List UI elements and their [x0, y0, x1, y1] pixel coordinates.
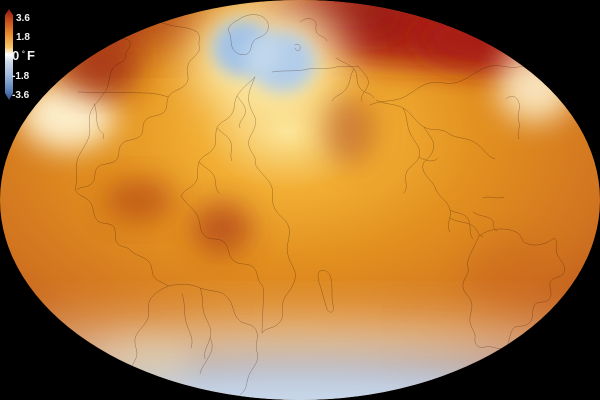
svg-text:3.6: 3.6 [16, 13, 30, 24]
svg-text:°: ° [22, 50, 25, 58]
svg-text:-1.8: -1.8 [12, 71, 30, 82]
svg-text:-3.6: -3.6 [12, 90, 30, 101]
svg-text:F: F [27, 48, 35, 63]
svg-text:0: 0 [12, 48, 19, 63]
svg-text:1.8: 1.8 [16, 32, 30, 43]
